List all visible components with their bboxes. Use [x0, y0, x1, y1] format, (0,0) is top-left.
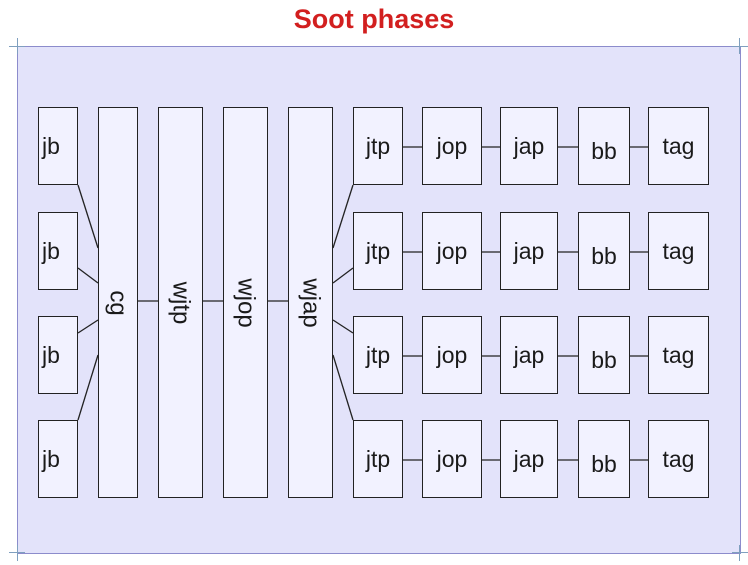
jb-box: jb: [38, 420, 78, 498]
cg-box: cg: [98, 107, 138, 498]
panel-corner-tick: [17, 545, 18, 561]
jb-label: jb: [42, 237, 60, 264]
cg-label: cg: [104, 289, 132, 316]
phase-box-4: bb: [578, 316, 630, 394]
panel-corner-tick: [732, 46, 748, 47]
phase-box-2: jop: [422, 420, 482, 498]
phase-box-3: jap: [500, 212, 558, 290]
phase-box-2: jop: [422, 316, 482, 394]
phase-box-5: tag: [648, 420, 709, 498]
phase-box-4: bb: [578, 420, 630, 498]
phase-label: tag: [662, 132, 695, 159]
wjap-box: wjap: [288, 107, 333, 498]
phase-label: tag: [662, 237, 695, 264]
phase-label: bb: [591, 346, 617, 373]
jb-box: jb: [38, 107, 78, 185]
phase-label: jap: [513, 445, 545, 472]
panel-corner-tick: [739, 545, 740, 561]
phase-label: jtp: [365, 341, 391, 368]
wjap-label: wjap: [297, 277, 325, 328]
phase-label: jap: [513, 132, 545, 159]
phase-label: jap: [513, 341, 545, 368]
phase-label: jop: [436, 237, 468, 264]
jb-label: jb: [42, 445, 60, 472]
phase-box-3: jap: [500, 107, 558, 185]
phase-box-3: jap: [500, 316, 558, 394]
wjtp-box: wjtp: [158, 107, 203, 498]
phase-label: jtp: [365, 132, 391, 159]
phase-box-1: jtp: [353, 316, 403, 394]
phase-box-3: jap: [500, 420, 558, 498]
phase-label: bb: [591, 242, 617, 269]
phase-label: bb: [591, 450, 617, 477]
phase-box-4: bb: [578, 107, 630, 185]
phase-label: tag: [662, 341, 695, 368]
phase-box-5: tag: [648, 107, 709, 185]
diagram-title: Soot phases: [293, 4, 455, 34]
phase-box-1: jtp: [353, 420, 403, 498]
phase-label: jop: [436, 445, 468, 472]
phase-box-2: jop: [422, 212, 482, 290]
phase-box-1: jtp: [353, 212, 403, 290]
jb-box: jb: [38, 212, 78, 290]
phase-box-4: bb: [578, 212, 630, 290]
wjtp-label: wjtp: [167, 281, 195, 324]
phase-label: tag: [662, 445, 695, 472]
jb-label: jb: [42, 341, 60, 368]
phase-label: jtp: [365, 445, 391, 472]
phase-label: bb: [591, 137, 617, 164]
phase-box-5: tag: [648, 316, 709, 394]
phase-label: jop: [436, 341, 468, 368]
phase-box-1: jtp: [353, 107, 403, 185]
phase-box-2: jop: [422, 107, 482, 185]
wjop-box: wjop: [223, 107, 268, 498]
phase-box-5: tag: [648, 212, 709, 290]
wjop-label: wjop: [232, 277, 260, 328]
phase-label: jap: [513, 237, 545, 264]
phase-label: jtp: [365, 237, 391, 264]
panel-corner-tick: [739, 38, 740, 54]
panel-corner-tick: [732, 552, 748, 553]
panel-corner-tick: [17, 38, 18, 54]
phase-label: jop: [436, 132, 468, 159]
jb-box: jb: [38, 316, 78, 394]
jb-label: jb: [42, 132, 60, 159]
